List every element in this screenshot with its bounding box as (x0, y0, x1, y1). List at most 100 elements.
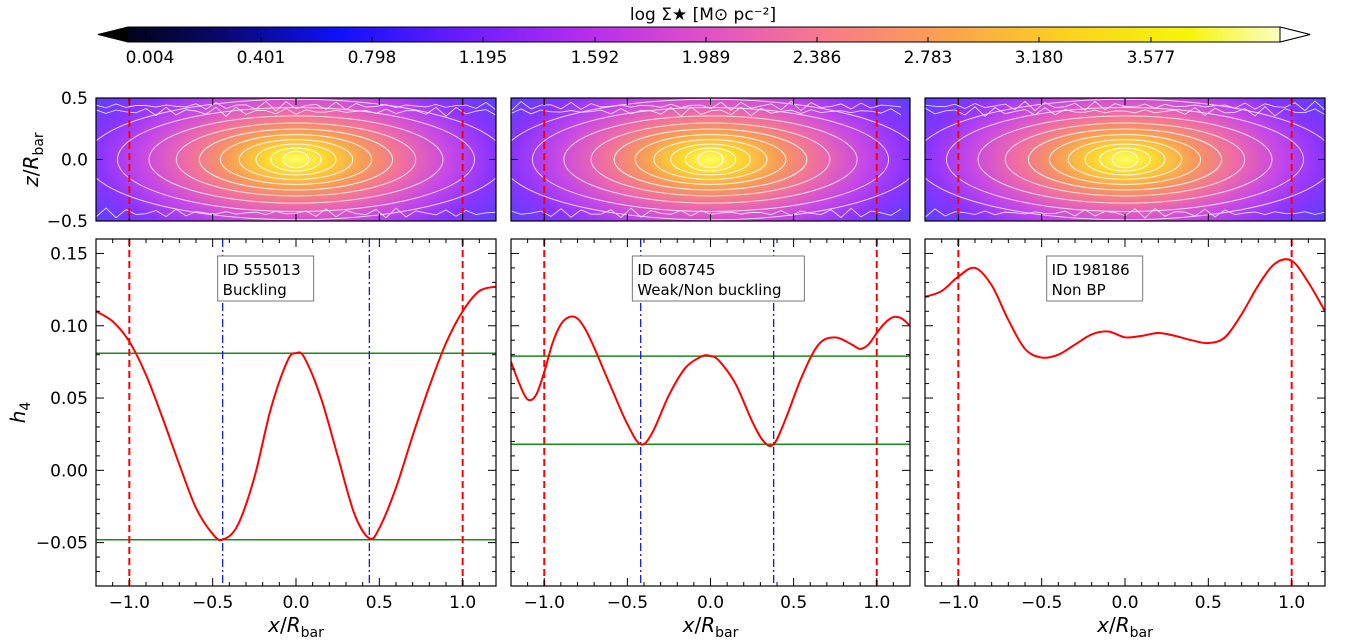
density-contour (697, 150, 724, 169)
colorbar-tick-label: 1.195 (459, 48, 508, 68)
colorbar-tick-label: 2.386 (793, 48, 842, 68)
density-contour (175, 122, 417, 197)
density-contour (531, 107, 890, 212)
annotation-id: ID 555013 (223, 261, 301, 279)
density-map (924, 97, 1326, 222)
density-contour (117, 107, 475, 212)
density-contour (1027, 128, 1223, 191)
density-contour (270, 147, 322, 172)
colorbar-tick-label: 0.401 (237, 48, 286, 68)
panel-weak: −1.0 −0.5 0.0 0.5 1.0 x/Rbar ID 608745 Weak/Non… (510, 97, 911, 641)
density-contour-outer (925, 105, 1325, 118)
density-contour (670, 143, 751, 176)
annotation-class: Weak/Non buckling (637, 281, 781, 299)
density-contour-outer (96, 207, 496, 219)
h4-plot: −1.0 −0.5 0.0 0.5 1.0 x/Rbar ID 608745 Weak/Non… (510, 238, 911, 641)
annotation-id: ID 608745 (637, 261, 715, 279)
density-contour (946, 107, 1304, 212)
x-axis-label: x/Rbar (1096, 613, 1153, 641)
x-tick-label: 1.0 (863, 593, 890, 613)
density-contour (1084, 143, 1166, 176)
y-tick-label: 0.00 (50, 461, 88, 481)
panel-annotation: ID 555013 Buckling (217, 255, 315, 302)
density-contour-outer (96, 106, 496, 118)
panels: 0.5 0.0 −0.5 z/Rbar −1.0 −0.5 0.0 0.5 1.0 −0.05 0.… (6, 89, 1326, 641)
colorbar: 0.004 0.401 0.798 1.195 1.592 1.989 2.386 2.783… (97, 5, 1311, 68)
density-contour (1111, 150, 1139, 169)
colorbar-max-extend (1279, 26, 1311, 43)
density-contour (282, 150, 310, 169)
x-tick-label: −0.5 (1021, 593, 1062, 613)
density-contour (1004, 122, 1246, 197)
x-tick-label: 1.0 (449, 593, 476, 613)
colorbar-tick-label: 3.180 (1015, 48, 1064, 68)
density-contour (563, 115, 858, 204)
y-tick-label: 0.10 (50, 317, 88, 337)
h4-curve (925, 258, 1325, 359)
annotation-class: Buckling (223, 281, 287, 299)
density-contour (219, 134, 373, 185)
annotation-box (217, 255, 315, 302)
density-glow (96, 98, 496, 221)
density-contour-outer (511, 100, 902, 112)
colorbar-min-extend (98, 27, 128, 42)
density-map: 0.5 0.0 −0.5 z/Rbar (19, 89, 497, 232)
panel-buckling: 0.5 0.0 −0.5 z/Rbar −1.0 −0.5 0.0 0.5 1.0 −0.05 0.… (6, 89, 497, 641)
density-contour (148, 115, 444, 204)
x-tick-label: −0.5 (607, 593, 648, 613)
density-contour-outer (511, 207, 902, 219)
density-glow (925, 98, 1325, 221)
density-contour (613, 128, 808, 191)
density-contour (1048, 134, 1202, 185)
colorbar-gradient (97, 26, 1311, 43)
density-contour (1099, 147, 1151, 172)
annotation-id: ID 198186 (1052, 261, 1130, 279)
colorbar-tick-label: 1.989 (682, 48, 731, 68)
x-axis-label: x/Rbar (267, 613, 324, 641)
colorbar-tick-label: 3.577 (1127, 48, 1176, 68)
x-tick-label: −1.0 (109, 593, 150, 613)
density-contour (977, 115, 1273, 204)
x-tick-label: 0.5 (780, 593, 807, 613)
x-tick-label: −1.0 (524, 593, 565, 613)
y-tick-label: 0.05 (50, 389, 88, 409)
density-contour (653, 139, 768, 180)
top-y-tick-label: 0.5 (61, 89, 88, 109)
x-tick-label: 0.5 (366, 593, 393, 613)
colorbar-tick-label: 1.592 (571, 48, 620, 68)
x-tick-label: 0.0 (282, 593, 309, 613)
h4-curve (511, 315, 910, 447)
y-axis-label: h4 (6, 402, 34, 424)
panel-annotation: ID 608745 Weak/Non buckling (631, 255, 805, 302)
panel-annotation: ID 198186 Non BP (1046, 255, 1144, 302)
h4-plot: −1.0 −0.5 0.0 0.5 1.0 −0.05 0.00 0.05 0.10 0.15 h4… (6, 238, 497, 641)
x-tick-label: 0.0 (697, 593, 724, 613)
colorbar-tick-label: 0.798 (348, 48, 397, 68)
density-contour-outer (96, 100, 496, 112)
x-tick-label: −1.0 (938, 593, 979, 613)
colorbar-label: log Σ★ [M⊙ pc⁻²] (630, 5, 776, 25)
top-y-tick-label: 0.0 (61, 151, 88, 171)
x-axis-label: x/Rbar (682, 613, 739, 641)
y-tick-label: −0.05 (36, 534, 88, 554)
density-contour-outer (511, 106, 902, 117)
h4-curve (96, 285, 496, 542)
h4-plot: −1.0 −0.5 0.0 0.5 1.0 x/Rbar ID 198186 Non BP (924, 238, 1326, 641)
colorbar-tick-label: 0.004 (126, 48, 175, 68)
top-y-axis-label: z/Rbar (19, 132, 47, 188)
x-tick-label: −0.5 (192, 593, 233, 613)
density-contour (198, 128, 394, 191)
density-contour (255, 143, 337, 176)
density-contour (590, 122, 831, 197)
annotation-class: Non BP (1052, 281, 1106, 299)
density-map (510, 97, 911, 222)
x-tick-label: 0.0 (1111, 593, 1138, 613)
density-contour (238, 139, 354, 180)
top-y-tick-label: −0.5 (47, 212, 88, 232)
x-tick-label: 0.5 (1195, 593, 1222, 613)
density-contour (1067, 139, 1183, 180)
density-contour-outer (925, 100, 1325, 112)
density-contour (684, 147, 737, 172)
annotation-box (1046, 255, 1144, 302)
